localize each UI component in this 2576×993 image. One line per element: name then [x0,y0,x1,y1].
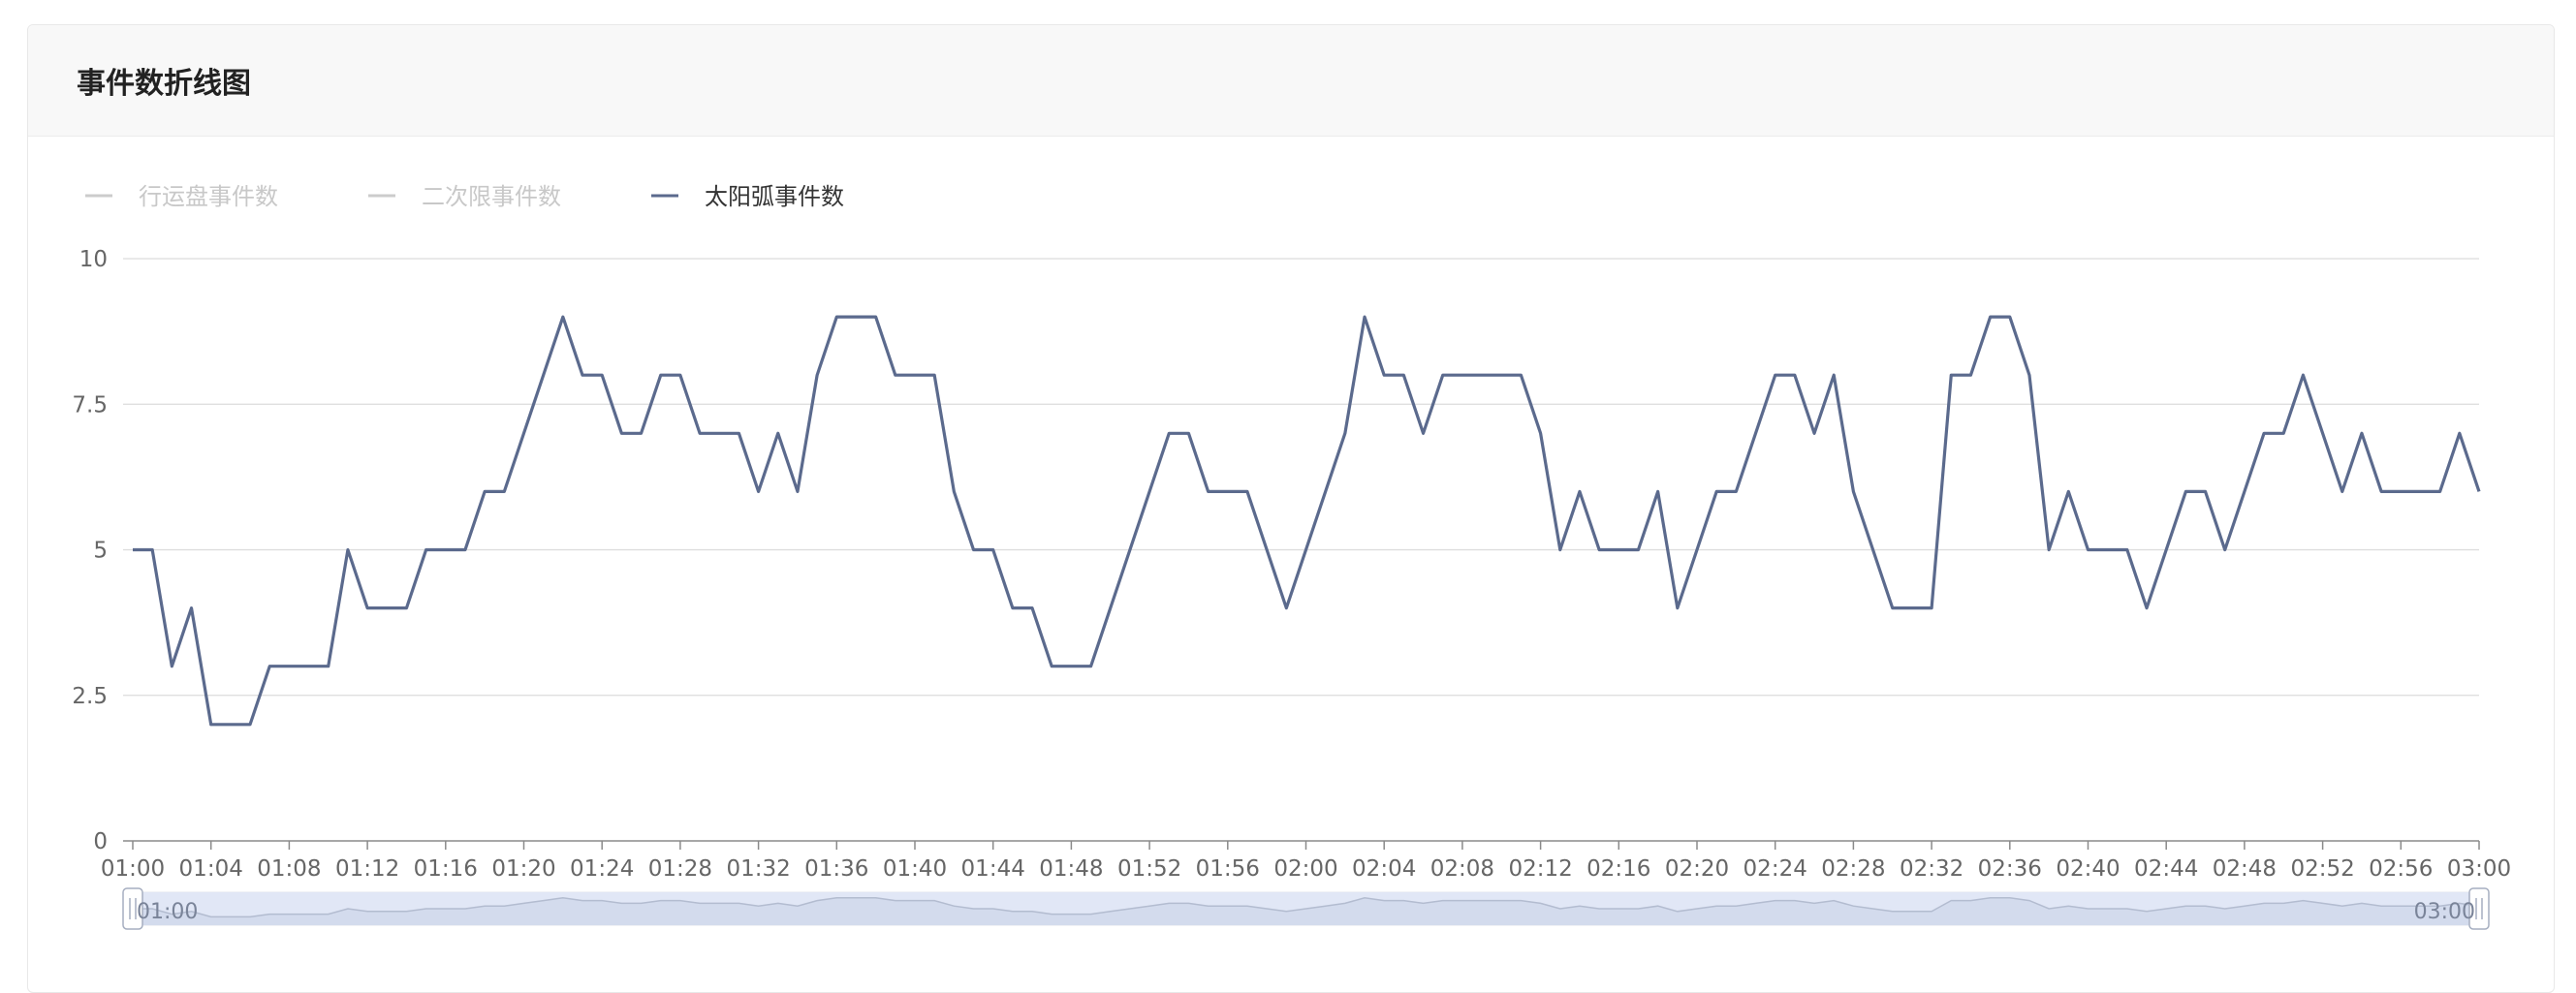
x-tick-label: 02:44 [2134,856,2198,882]
legend-label-1[interactable]: 行运盘事件数 [139,183,278,210]
y-tick-label: 10 [79,247,108,272]
x-tick-label: 01:36 [804,856,868,882]
x-tick-label: 02:32 [1900,856,1963,882]
x-tick-label: 02:12 [1508,856,1572,882]
y-tick-label: 2.5 [72,684,108,709]
x-tick-label: 01:04 [179,856,243,882]
datazoom-handle-right[interactable] [2468,887,2490,930]
x-tick-label: 02:16 [1586,856,1650,882]
y-tick-label: 5 [93,539,108,564]
x-tick-label: 02:20 [1665,856,1729,882]
x-tick-label: 01:24 [570,856,634,882]
x-tick-label: 02:52 [2290,856,2354,882]
x-tick-label: 01:28 [648,856,712,882]
datazoom-preview-area [133,897,2479,925]
x-tick-label: 01:32 [726,856,790,882]
x-tick-label: 02:48 [2213,856,2277,882]
chart-panel: 事件数折线图 [27,24,2555,993]
datazoom-start-label: 01:00 [137,900,198,924]
y-tick-label: 7.5 [72,392,108,418]
datazoom-handle-left[interactable] [122,887,143,930]
x-tick-label: 02:08 [1430,856,1494,882]
x-tick-label: 02:36 [1978,856,2042,882]
x-tick-label: 01:40 [883,856,947,882]
x-tick-label: 01:16 [414,856,478,882]
x-tick-label: 02:00 [1273,856,1337,882]
x-tick-label: 01:00 [101,856,165,882]
x-tick-label: 01:48 [1039,856,1103,882]
x-tick-label: 01:12 [335,856,399,882]
x-tick-label: 01:08 [257,856,321,882]
panel-title: 事件数折线图 [77,67,251,101]
datazoom-preview-line [133,897,2480,918]
datazoom-end-label: 03:00 [2414,900,2475,924]
x-tick-label: 02:24 [1744,856,1807,882]
x-tick-label: 03:00 [2447,856,2511,882]
x-tick-label: 02:40 [2056,856,2120,882]
x-tick-label: 02:28 [1821,856,1885,882]
legend-label-3[interactable]: 太阳弧事件数 [705,183,844,210]
panel-header: 事件数折线图 [28,25,2554,137]
series-line-sun-arc [133,315,2481,727]
x-tick-label: 02:04 [1352,856,1416,882]
x-tick-label: 01:44 [961,856,1025,882]
x-tick-label: 01:52 [1117,856,1181,882]
y-tick-label: 0 [93,829,108,854]
x-tick-label: 02:56 [2369,856,2433,882]
x-tick-label: 01:56 [1196,856,1260,882]
x-tick-label: 01:20 [491,856,555,882]
legend-label-2[interactable]: 二次限事件数 [422,183,561,210]
